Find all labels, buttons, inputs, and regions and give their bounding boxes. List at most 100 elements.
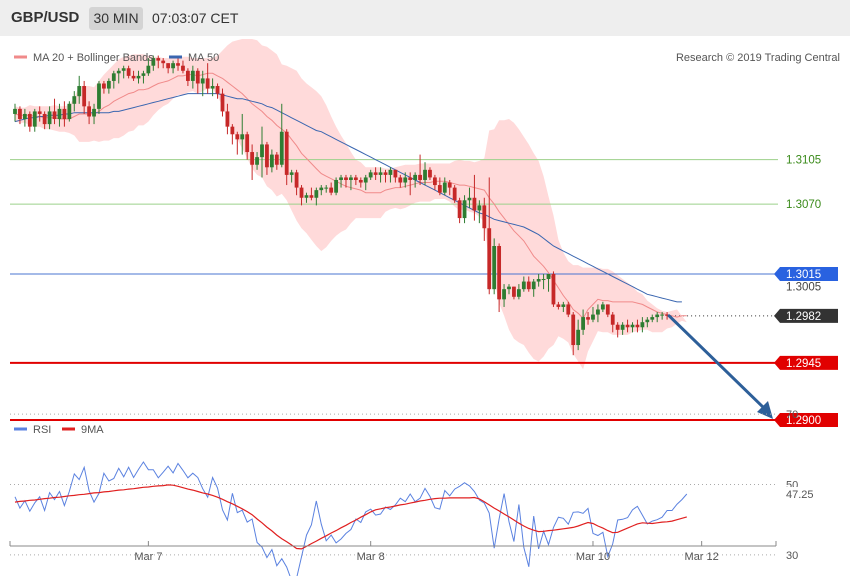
candle: [131, 70, 136, 81]
candle: [497, 243, 502, 313]
candle-body: [546, 273, 551, 280]
candle-body: [151, 58, 156, 66]
candle: [195, 68, 200, 94]
candle: [477, 200, 482, 224]
level-label-text: 1.2982: [786, 311, 821, 323]
credit-label: Research © 2019 Trading Central: [676, 52, 840, 64]
candle: [166, 63, 171, 74]
candle: [329, 182, 334, 196]
candle-body: [349, 177, 353, 180]
candle-body: [363, 177, 368, 183]
candle: [18, 106, 22, 125]
candle-body: [452, 187, 457, 201]
candle: [67, 101, 72, 122]
candle-body: [482, 205, 487, 229]
candle-body: [176, 63, 180, 66]
candle-body: [13, 108, 17, 114]
candle-body: [131, 75, 136, 79]
candle: [615, 322, 620, 338]
level-label-box: [774, 266, 838, 281]
candle: [314, 187, 319, 206]
candle-body: [630, 324, 635, 328]
candle: [358, 177, 363, 188]
candle-body: [561, 304, 566, 307]
candle: [640, 317, 645, 333]
candle: [452, 185, 457, 203]
candle-body: [67, 103, 72, 120]
candle-body: [32, 111, 37, 127]
candle-body: [72, 96, 77, 104]
ma50-legend-label: MA 50: [188, 52, 219, 64]
candle: [591, 306, 595, 323]
candle-body: [433, 177, 437, 186]
candle: [97, 80, 101, 114]
candle: [87, 101, 91, 125]
candle-body: [541, 279, 546, 281]
candle-body: [186, 70, 190, 81]
candle: [373, 167, 378, 180]
candle-body: [344, 177, 348, 180]
candle-body: [121, 68, 126, 71]
level-label-box: [774, 355, 838, 370]
candle: [37, 106, 42, 122]
candle: [82, 80, 87, 114]
candle: [32, 108, 37, 132]
interval-badge[interactable]: 30 MIN: [89, 7, 143, 30]
candle: [383, 169, 388, 183]
candle-body: [457, 200, 462, 219]
candle-body: [497, 246, 502, 300]
candle: [586, 312, 590, 325]
candle-body: [210, 86, 215, 89]
candle: [403, 172, 408, 188]
candle: [299, 185, 304, 206]
candle: [250, 144, 255, 180]
candle-body: [576, 329, 581, 346]
rsi-value-label: 47.25: [786, 489, 814, 501]
candle-body: [265, 144, 269, 168]
candle-body: [418, 174, 422, 180]
candle-body: [27, 113, 32, 127]
candle: [665, 312, 669, 320]
candle: [556, 301, 561, 310]
candle-body: [52, 111, 57, 120]
candle: [378, 167, 383, 183]
candle-body: [97, 83, 101, 109]
candle: [230, 124, 235, 145]
candle: [551, 271, 556, 307]
candle-body: [289, 172, 294, 175]
candle: [428, 167, 432, 180]
candle-body: [610, 314, 615, 325]
candle: [205, 63, 210, 94]
candle-body: [62, 108, 67, 120]
candle-body: [314, 190, 319, 198]
candle: [106, 78, 111, 94]
candle-body: [650, 317, 655, 320]
candle-body: [200, 78, 205, 84]
candle: [413, 172, 418, 188]
candle-body: [551, 273, 556, 305]
candle-body: [353, 177, 358, 180]
candle-body: [467, 197, 472, 201]
candle-body: [156, 58, 161, 61]
candle: [408, 172, 413, 196]
candle-body: [294, 172, 299, 188]
candle-body: [324, 187, 329, 189]
candle: [418, 154, 422, 186]
candle: [215, 83, 220, 99]
candle-body: [181, 65, 185, 71]
candle: [512, 286, 516, 300]
candle-body: [220, 93, 225, 112]
candle-body: [57, 108, 62, 120]
candle: [660, 312, 665, 320]
candle-body: [640, 322, 645, 328]
candle: [462, 195, 467, 224]
candle-body: [161, 60, 166, 64]
candle-body: [102, 83, 106, 89]
candle: [62, 101, 67, 127]
candle: [289, 169, 294, 183]
candle: [210, 78, 215, 97]
candle: [433, 174, 437, 191]
candle-body: [512, 286, 516, 297]
